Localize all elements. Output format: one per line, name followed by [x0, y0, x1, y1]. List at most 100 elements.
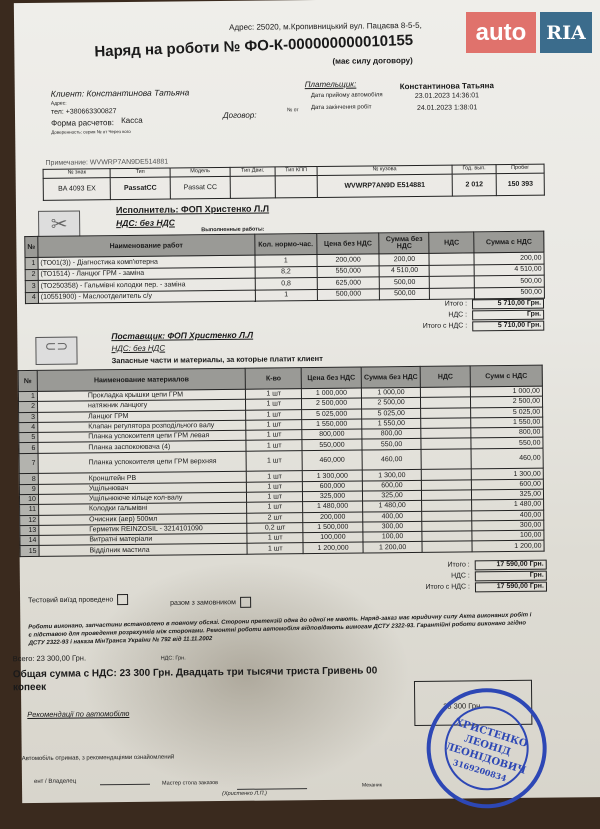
works-cell: 0,8 — [255, 277, 318, 290]
works-cell: 4 510,00 — [379, 264, 430, 277]
materials-cell: 5 025,00 — [470, 406, 543, 418]
materials-cell: 1 шт — [246, 481, 303, 493]
materials-cell: Планка успокоителя цепи ГРМ верхняя — [37, 451, 247, 474]
materials-cell: 5 025,00 — [361, 408, 421, 419]
materials-cell: 300,00 — [362, 521, 423, 533]
materials-cell: 550,00 — [361, 438, 422, 450]
materials-cell: 5 — [18, 432, 38, 444]
works-total-value: 5 710,00 Грн. — [472, 320, 545, 332]
materials-cell: 1 200,00 — [362, 541, 423, 553]
works-cell — [429, 275, 475, 288]
works-cell — [429, 287, 475, 300]
materials-cell: 1 300,00 — [362, 469, 422, 481]
materials-cell: 1 шт — [246, 429, 303, 441]
materials-cell: 7 — [19, 453, 39, 475]
brake-pads-icon: ⊂⊃ — [35, 336, 78, 365]
vehicle-value: 150 393 — [496, 173, 545, 196]
vehicle-value: BA 4093 EX — [43, 177, 111, 201]
works-cell: 1 — [24, 257, 38, 270]
materials-cell: 6 — [18, 442, 38, 454]
vehicle-value: 2 012 — [451, 173, 497, 197]
work-order-document: Адрес: 25020, м.Кропивницький вул. Пацає… — [13, 0, 600, 824]
vehicle-table: № знак Тип Модель Тип Двиг. Тип КПП № кузова Г… — [43, 164, 545, 201]
materials-cell: 5 025,000 — [301, 408, 362, 420]
materials-cell: 1 шт — [246, 501, 303, 513]
materials-cell: Відділник мастила — [38, 543, 248, 557]
materials-header: Сумм с НДС — [470, 365, 543, 387]
materials-cell: 0,2 шт — [247, 522, 303, 534]
end-date: 24.01.2023 1:38:01 — [416, 104, 478, 112]
works-cell: 1 — [255, 289, 318, 302]
materials-cell: 4 — [18, 422, 38, 433]
watermark-auto: auto — [466, 12, 536, 53]
materials-cell: 1 000,000 — [301, 388, 362, 399]
works-cell: (10551900) - Маслоотделитель с/у — [38, 289, 256, 304]
materials-vat: НДС: без НДС — [111, 343, 166, 354]
materials-cell: 12 — [19, 514, 39, 526]
works-cell — [429, 252, 475, 265]
materials-cell: 1 шт — [247, 532, 304, 544]
accept-date-label: Дата прийому автомобіля — [310, 92, 383, 100]
materials-cell — [422, 520, 472, 532]
works-header: Сумма с НДС — [473, 231, 544, 253]
materials-cell: 1 шт — [245, 388, 302, 400]
executor: Исполнитель: ФОП Христенко Л.Л — [115, 203, 270, 216]
materials-cell — [421, 500, 472, 511]
materials-cell: 1 шт — [246, 471, 303, 482]
materials-cell: 1 480,000 — [302, 501, 363, 513]
vehicle-header: Тип КПП — [274, 166, 318, 176]
materials-cell: 11 — [19, 504, 39, 516]
works-cell: 4 — [25, 291, 39, 304]
materials-cell — [422, 531, 473, 542]
works-header: Цена без НДС — [316, 232, 380, 255]
watermark-ria: RIA — [540, 12, 592, 53]
materials-cell: 1 — [18, 391, 38, 402]
works-cell — [429, 264, 475, 277]
materials-cell: 1 000,00 — [470, 386, 543, 398]
materials-total-label: Итого : — [447, 561, 470, 569]
owner-signature-line — [100, 783, 151, 786]
works-cell: 550,000 — [316, 265, 380, 278]
test-drive-checkbox[interactable] — [117, 593, 129, 606]
materials-cell: 600,000 — [302, 480, 363, 492]
works-caption: Выполненные работы: — [201, 226, 265, 234]
materials-cell: 1 500,000 — [302, 521, 363, 533]
company-address: Адрес: 25020, м.Кропивницький вул. Пацає… — [229, 20, 422, 32]
materials-cell: 325,00 — [362, 490, 422, 502]
materials-header: Сумма без НДС — [361, 366, 421, 389]
materials-caption: Запасные части и материалы, за которые п… — [111, 353, 323, 366]
works-cell: 200,000 — [316, 253, 380, 267]
materials-cell: 1 550,000 — [301, 418, 362, 430]
works-cell: 1 — [254, 254, 317, 267]
works-cell: 500,00 — [379, 287, 430, 300]
vehicle-value: PassatCC — [110, 177, 171, 200]
materials-cell: 460,00 — [471, 447, 544, 470]
payer-label: Плательщик: — [304, 79, 357, 90]
materials-cell — [421, 479, 472, 491]
vehicle-value: WVWRP7AN9D E514881 — [317, 174, 453, 198]
works-table: № Наименование работ Кол. нормо-час. Цена б… — [24, 231, 545, 304]
owner-signature-label: ент / Владелец — [33, 778, 77, 785]
with-customer: разом з замовником — [170, 596, 251, 609]
materials-header: К-во — [245, 367, 302, 390]
vehicle-value — [230, 175, 276, 199]
materials-cell: 300,00 — [471, 520, 544, 532]
vehicle-value — [275, 175, 318, 198]
client-name: Клиент: Константинова Татьяна — [50, 87, 190, 99]
materials-cell: 1 шт — [246, 491, 303, 503]
works-header: Наименование работ — [37, 234, 255, 258]
materials-cell: 8 — [19, 473, 39, 485]
master-signature-line — [237, 788, 308, 790]
works-header: Сумма без НДС — [379, 232, 430, 254]
materials-header: НДС — [420, 365, 471, 388]
with-customer-checkbox[interactable] — [239, 596, 251, 608]
recommendations-link[interactable]: Рекомендації по автомобілю — [27, 708, 130, 720]
autoria-watermark: auto RIA — [466, 12, 592, 53]
materials-table: № Наименование материалов К-во Цена без НДС… — [18, 365, 545, 557]
materials-cell: 1 шт — [246, 419, 302, 431]
proxy-line: Доверенность: серия № от Через кого — [51, 128, 131, 135]
materials-cell — [420, 407, 471, 419]
materials-cell — [421, 448, 472, 470]
works-header: Кол. нормо-час. — [254, 233, 317, 256]
materials-cell: 1 200,00 — [472, 540, 545, 552]
